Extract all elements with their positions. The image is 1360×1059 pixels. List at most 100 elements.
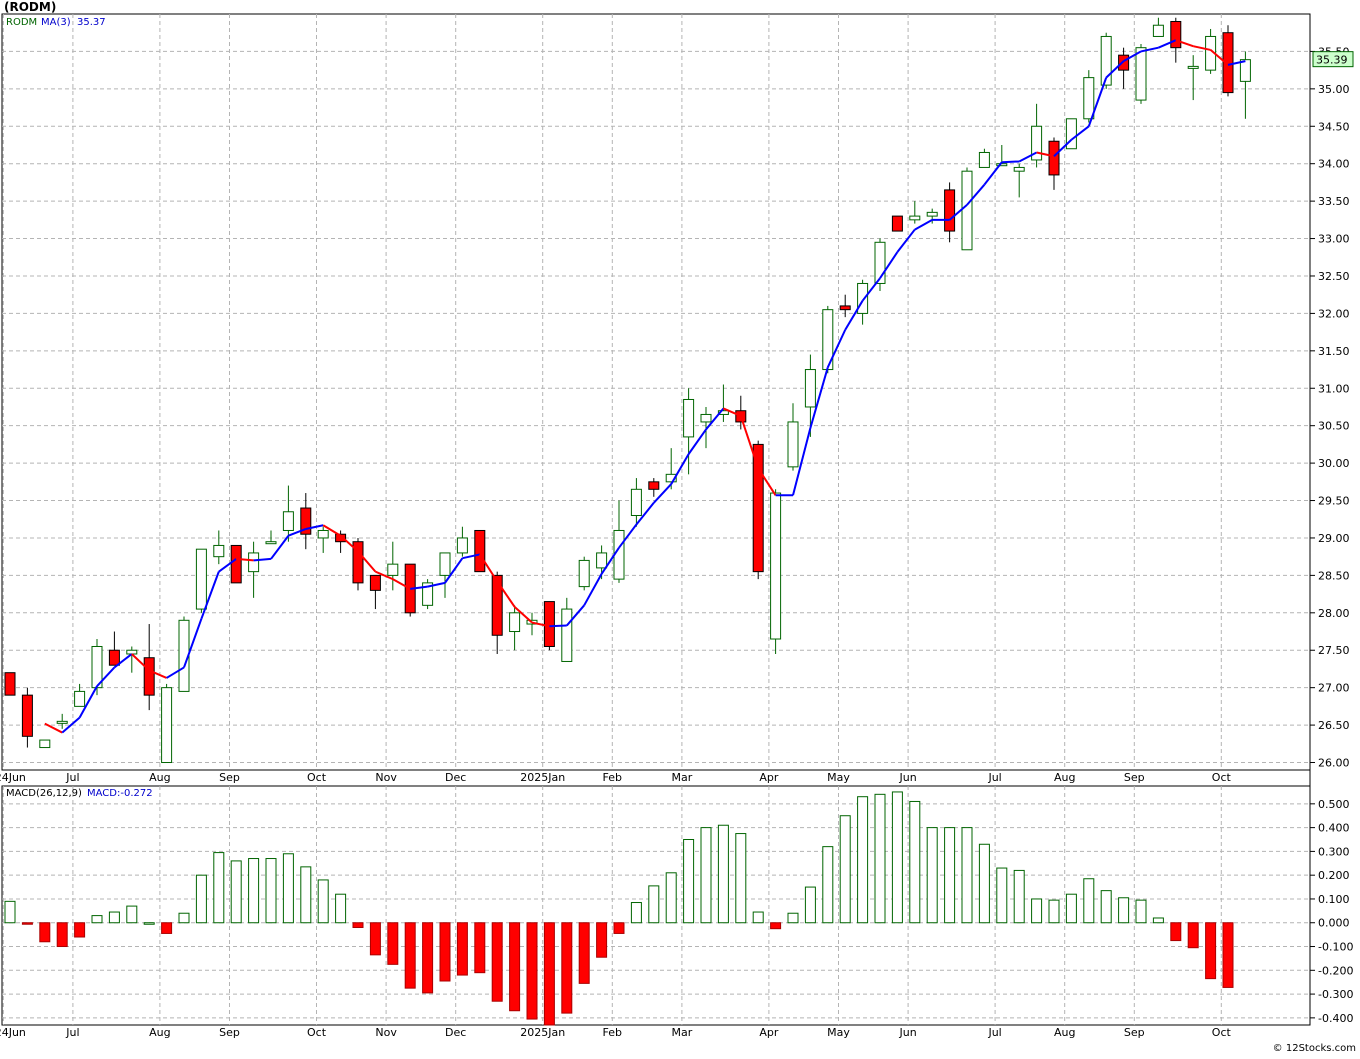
price-tick-label: 30.50 — [1318, 420, 1350, 433]
macd-bar — [317, 879, 329, 924]
macd-bar — [404, 922, 416, 989]
ma-segment — [966, 184, 986, 206]
price-x-label: 2025Jan — [520, 771, 565, 784]
macd-bar — [787, 912, 799, 924]
macd-bar — [213, 852, 225, 924]
candle-body — [422, 582, 434, 606]
macd-bar — [1152, 917, 1164, 924]
macd-bar — [422, 922, 434, 994]
ma-segment — [339, 534, 359, 553]
candle-body — [717, 410, 729, 415]
ma-segment — [270, 535, 290, 560]
candle-body — [1031, 125, 1043, 161]
candle-body — [1135, 47, 1147, 101]
ma-segment — [809, 367, 829, 429]
ma-segment — [44, 722, 63, 734]
ma-segment — [236, 557, 254, 562]
macd-bar — [387, 922, 399, 965]
price-tick-label: 33.50 — [1318, 195, 1350, 208]
candle-body — [596, 552, 608, 569]
macd-bar — [561, 922, 573, 1014]
macd-bar — [126, 905, 138, 924]
macd-bar — [630, 902, 642, 924]
candle-body — [1065, 118, 1077, 150]
ma-segment — [166, 666, 185, 679]
candle-body — [317, 529, 329, 539]
macd-x-label: Jul — [987, 1026, 1001, 1039]
macd-bar — [665, 872, 677, 924]
candle-body — [1187, 65, 1199, 69]
ma-segment — [478, 553, 499, 582]
macd-x-label: Mar — [672, 1026, 693, 1039]
macd-bar — [1135, 899, 1147, 924]
ma-segment — [1036, 151, 1055, 158]
macd-bar — [282, 853, 294, 924]
macd-tick-label: 0.100 — [1318, 893, 1350, 906]
macd-bar — [474, 922, 486, 974]
ma-segment — [757, 467, 777, 496]
candle-body — [700, 413, 712, 423]
macd-bar — [770, 922, 782, 930]
candle-body — [561, 608, 573, 662]
price-tick-label: 32.50 — [1318, 270, 1350, 283]
macd-x-label: Nov — [375, 1026, 397, 1039]
macd-bar — [944, 827, 956, 924]
macd-bar — [1170, 922, 1182, 942]
macd-bar — [21, 922, 33, 925]
price-x-label: 2024Jun — [0, 771, 26, 784]
ma-segment — [253, 557, 272, 562]
ma-segment — [375, 570, 394, 581]
candle-body — [195, 548, 207, 610]
price-x-label: Feb — [603, 771, 622, 784]
candle-body — [456, 537, 468, 554]
price-x-label: Oct — [1212, 771, 1232, 784]
macd-bar — [1118, 897, 1130, 924]
macd-x-label: Jul — [65, 1026, 79, 1039]
macd-bar — [526, 922, 538, 1020]
price-x-label: Jul — [987, 771, 1001, 784]
macd-x-label: May — [827, 1026, 850, 1039]
last-price-box — [1312, 51, 1354, 68]
macd-bar — [1222, 922, 1234, 988]
ma-segment — [218, 558, 237, 573]
macd-bar — [1048, 899, 1060, 924]
candle-body — [630, 488, 642, 517]
macd-x-label: Sep — [1124, 1026, 1145, 1039]
ma-segment — [600, 547, 620, 575]
macd-bar — [752, 911, 764, 924]
macd-x-label: 2024Jun — [0, 1026, 26, 1039]
price-x-label: Aug — [1054, 771, 1075, 784]
ma-segment — [96, 666, 116, 687]
ma-segment — [444, 557, 464, 584]
ma-segment — [705, 407, 725, 431]
candle-body — [891, 215, 903, 232]
macd-bar — [735, 833, 747, 924]
macd-tick-label: 0.500 — [1318, 798, 1350, 811]
macd-bar — [39, 922, 51, 943]
candle-body — [143, 657, 155, 696]
macd-bar — [596, 922, 608, 958]
ma-segment — [670, 453, 690, 485]
macd-x-label: Aug — [149, 1026, 170, 1039]
ma-segment — [618, 523, 638, 549]
legend-ma-label: MA(3) — [41, 17, 71, 28]
candle-body — [39, 739, 51, 749]
macd-bar — [683, 839, 695, 924]
macd-bar — [456, 922, 468, 976]
macd-bars-group — [4, 791, 1234, 1026]
ma-segment — [183, 618, 203, 668]
price-tick-label: 28.50 — [1318, 569, 1350, 582]
macd-bar — [74, 922, 86, 938]
price-x-label: Dec — [445, 771, 466, 784]
candle-body — [770, 492, 782, 640]
candle-body — [543, 601, 555, 647]
macd-bar — [978, 843, 990, 924]
price-x-label: Mar — [672, 771, 693, 784]
ma-segment — [392, 578, 411, 590]
last-price-label: 35.39 — [1316, 54, 1348, 67]
price-tick-label: 34.00 — [1318, 158, 1350, 171]
macd-bar — [265, 858, 277, 924]
macd-bar — [108, 911, 120, 924]
macd-bar — [56, 922, 68, 948]
macd-bar — [1187, 922, 1199, 949]
